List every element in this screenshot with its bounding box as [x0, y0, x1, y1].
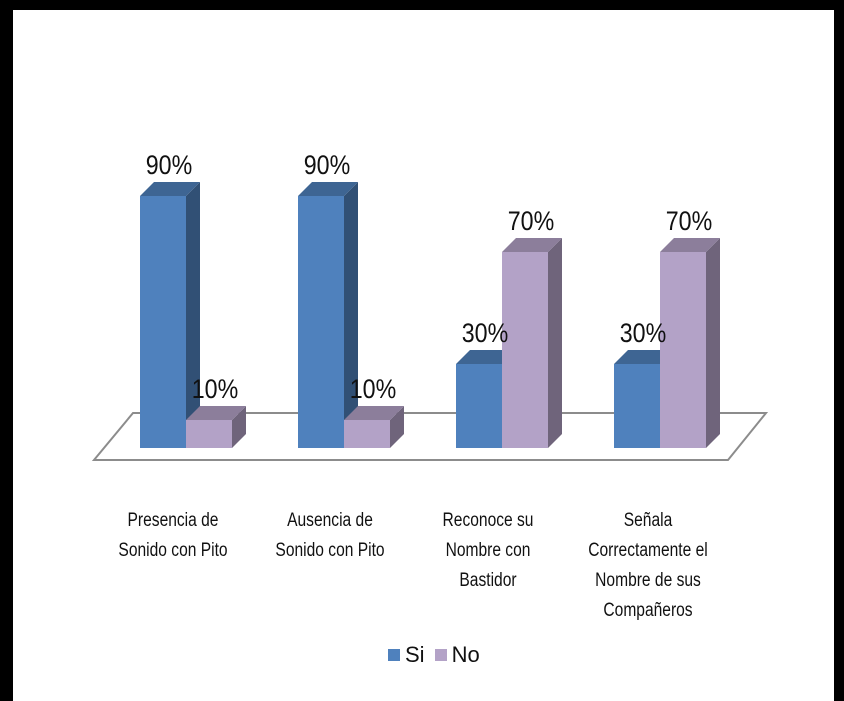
bar-side-no-3 [548, 238, 562, 448]
data-label-si-4: 30% [620, 318, 666, 348]
category-label-3: Reconoce su Nombre con Bastidor [422, 506, 553, 596]
bar-side-si-2 [344, 182, 358, 448]
bar-top-si-3 [456, 350, 516, 364]
bar-top-no-3 [502, 238, 562, 252]
bar-no-4 [660, 252, 706, 448]
category-label-line: Presencia de [127, 510, 219, 531]
bar-top-si-1 [140, 182, 200, 196]
data-label-si-3: 30% [462, 318, 508, 348]
bar-si-1 [140, 196, 186, 448]
legend-swatch-si [388, 649, 400, 661]
data-label-no-1: 10% [192, 374, 238, 404]
category-label-line: Sonido con Pito [275, 540, 385, 561]
legend-swatch-no [434, 649, 447, 661]
bar-top-no-1 [186, 406, 246, 420]
legend-label-si: Si [405, 642, 425, 667]
category-label-1: Presencia de Sonido con Pito [107, 506, 238, 566]
data-label-si-1: 90% [146, 150, 192, 180]
bar-no-2 [344, 420, 390, 448]
category-label-line: Correctamente el [588, 540, 708, 561]
category-label-line: Nombre de sus [595, 570, 701, 591]
bar-top-no-4 [660, 238, 720, 252]
category-label-line: Sonido con Pito [118, 540, 228, 561]
chart-legend: Si No [388, 642, 490, 668]
bar-si-2 [298, 196, 344, 448]
legend-label-no: No [451, 642, 480, 667]
bar-si-4 [614, 364, 660, 448]
category-label-4: Señala Correctamente el Nombre de sus Compa… [582, 506, 713, 626]
bar-top-no-2 [344, 406, 404, 420]
legend-item-si: Si [388, 642, 425, 668]
category-label-line: Nombre con [445, 540, 531, 561]
chart-floor [91, 412, 769, 461]
bar-top-si-2 [298, 182, 358, 196]
bar-side-no-4 [706, 238, 720, 448]
data-label-no-3: 70% [508, 206, 554, 236]
legend-item-no: No [434, 642, 480, 668]
bar-side-si-1 [186, 182, 200, 448]
category-label-line: Bastidor [459, 570, 517, 591]
category-label-line: Señala [623, 510, 673, 531]
bar-top-si-4 [614, 350, 674, 364]
category-label-2: Ausencia de Sonido con Pito [264, 506, 395, 566]
category-label-line: Reconoce su [442, 510, 534, 531]
data-label-no-4: 70% [666, 206, 712, 236]
category-label-line: Compañeros [603, 600, 693, 621]
bar-si-3 [456, 364, 502, 448]
bar-no-3 [502, 252, 548, 448]
data-label-si-2: 90% [304, 150, 350, 180]
data-label-no-2: 10% [350, 374, 396, 404]
frame-top [0, 0, 844, 10]
frame-right [834, 0, 844, 701]
bar-no-1 [186, 420, 232, 448]
category-label-line: Ausencia de [287, 510, 373, 531]
frame-left [0, 0, 13, 701]
